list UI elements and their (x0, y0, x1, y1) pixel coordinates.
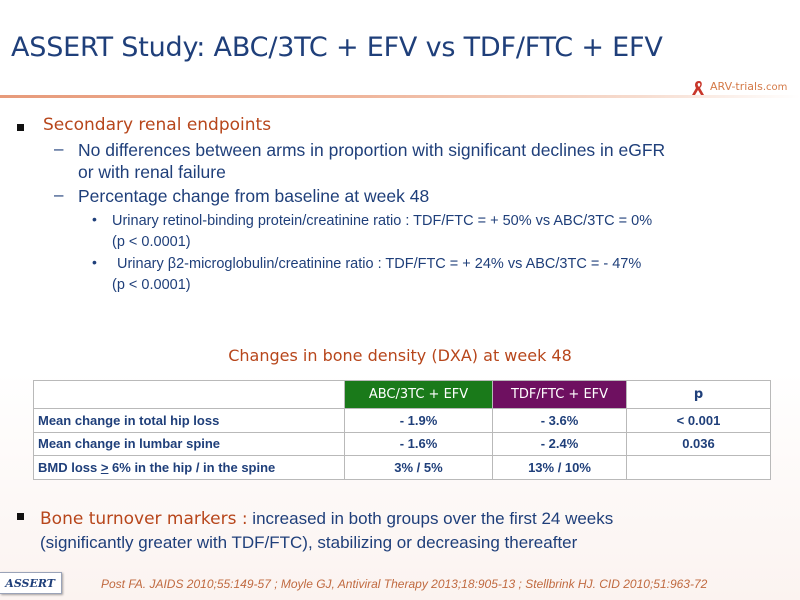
square-bullet-icon (17, 513, 24, 520)
reference-citation: Post FA. JAIDS 2010;55:149-57 ; Moyle GJ… (101, 577, 708, 591)
table-row: BMD loss > 6% in the hip / in the spine … (33, 455, 771, 480)
table-header-row: ABC/3TC + EFV TDF/FTC + EFV p (33, 380, 771, 409)
bone-turnover-label: Bone turnover markers : (40, 509, 248, 529)
bullet-sub1-line1: No differences between arms in proportio… (78, 140, 666, 160)
bone-density-table: ABC/3TC + EFV TDF/FTC + EFV p Mean chang… (33, 380, 771, 480)
table-cell-p: < 0.001 (626, 408, 771, 433)
bullet-item1-line2: (p < 0.0001) (112, 234, 191, 250)
bullet-item1-line1: Urinary retinol-binding protein/creatini… (112, 213, 653, 229)
arv-trials-logo: ARV-trials.com (690, 80, 795, 96)
table-row: Mean change in lumbar spine - 1.6% - 2.4… (33, 431, 771, 456)
dash-bullet-icon: – (54, 185, 64, 204)
bullet-sub2: Percentage change from baseline at week … (78, 186, 430, 206)
table-cell-label: Mean change in total hip loss (33, 408, 345, 433)
bullet-heading: Secondary renal endpoints (43, 115, 272, 135)
dash-bullet-icon: – (54, 139, 64, 158)
table-cell-tdf: - 3.6% (492, 408, 627, 433)
table-cell-tdf: 13% / 10% (492, 455, 627, 480)
dot-bullet-icon: • (92, 211, 97, 227)
study-badge: ASSERT (0, 572, 62, 594)
bullet-item2-line1: Urinary β2-microglobulin/creatinine rati… (117, 256, 642, 272)
bone-turnover-text-line2: (significantly greater with TDF/FTC), st… (40, 533, 578, 552)
table-cell-p: 0.036 (626, 431, 771, 456)
table-header-p: p (626, 380, 771, 409)
table-header-abc: ABC/3TC + EFV (344, 380, 493, 409)
bone-turnover-bullet: Bone turnover markers : increased in bot… (40, 507, 740, 555)
table-title: Changes in bone density (DXA) at week 48 (228, 346, 572, 365)
table-row: Mean change in total hip loss - 1.9% - 3… (33, 408, 771, 433)
square-bullet-icon (17, 124, 24, 131)
dot-bullet-icon: • (92, 254, 97, 270)
table-cell-label: Mean change in lumbar spine (33, 431, 345, 456)
title-divider (0, 95, 800, 98)
table-header-empty (33, 380, 345, 409)
bullet-item2-line2: (p < 0.0001) (112, 277, 191, 293)
logo-wordmark: ARV-trials.com (710, 80, 788, 93)
slide-title: ASSERT Study: ABC/3TC + EFV vs TDF/FTC +… (11, 32, 663, 63)
table-cell-p (626, 455, 771, 480)
red-ribbon-icon (692, 81, 704, 95)
table-header-tdf: TDF/FTC + EFV (492, 380, 627, 409)
table-cell-label: BMD loss > 6% in the hip / in the spine (33, 455, 345, 480)
bone-turnover-text: increased in both groups over the first … (247, 509, 614, 528)
bullet-sub1-line2: or with renal failure (78, 162, 226, 182)
table-cell-tdf: - 2.4% (492, 431, 627, 456)
table-cell-abc: - 1.9% (344, 408, 493, 433)
table-cell-abc: 3% / 5% (344, 455, 493, 480)
table-cell-abc: - 1.6% (344, 431, 493, 456)
